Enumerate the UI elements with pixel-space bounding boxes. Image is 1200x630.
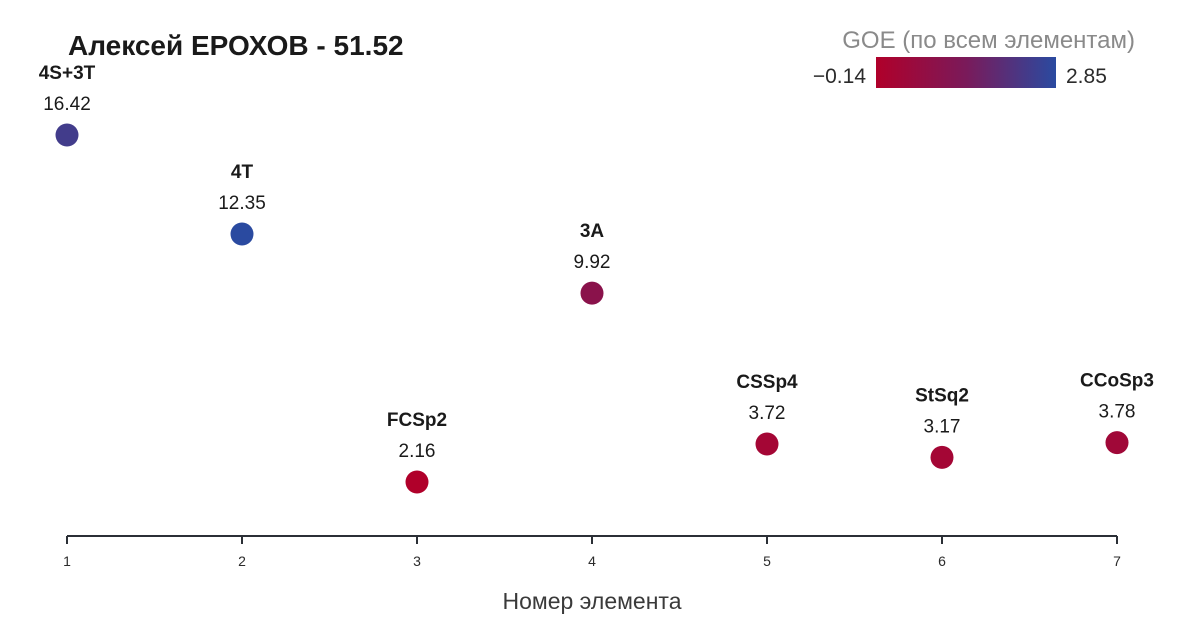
data-points: 4S+3T 16.42 4T 12.35 FCSp2 2.16 3A 9.92 CSSp4 3.7… [39,63,1154,494]
data-point[interactable] [230,222,254,246]
data-point[interactable] [1105,431,1129,455]
colorbar-legend: GOE (по всем элементам) −0.14 2.85 [813,27,1135,88]
point-element-label: StSq2 [915,385,969,406]
x-tick-label: 1 [63,553,71,569]
point-element-label: 4T [231,162,254,183]
colorbar-title: GOE (по всем элементам) [842,27,1135,54]
data-point[interactable] [930,445,954,469]
x-tick-label: 7 [1113,553,1121,569]
chart-title: Алексей ЕРОХОВ - 51.52 [68,30,404,61]
x-tick-label: 5 [763,553,771,569]
point-element-label: FCSp2 [387,410,447,431]
point-element-label: 4S+3T [39,63,96,84]
point-value-label: 3.17 [924,416,961,437]
point-value-label: 16.42 [43,94,91,115]
x-tick-label: 2 [238,553,246,569]
x-tick-label: 6 [938,553,946,569]
colorbar-min-label: −0.14 [813,65,866,88]
point-value-label: 3.78 [1099,402,1136,423]
point-value-label: 9.92 [574,252,611,273]
colorbar-gradient [876,57,1056,88]
data-point[interactable] [580,281,604,305]
colorbar-max-label: 2.85 [1066,65,1107,88]
point-value-label: 12.35 [218,193,266,214]
data-point[interactable] [405,470,429,494]
point-element-label: CCoSp3 [1080,371,1154,392]
x-tick-label: 4 [588,553,596,569]
data-point[interactable] [55,123,79,147]
point-element-label: CSSp4 [736,372,798,393]
x-tick-label: 3 [413,553,421,569]
point-value-label: 2.16 [399,441,436,462]
point-value-label: 3.72 [749,403,786,424]
x-axis-label: Номер элемента [502,588,681,614]
point-element-label: 3A [580,221,605,242]
data-point[interactable] [755,432,779,456]
x-axis-ticks: 1 2 3 4 5 6 7 [63,536,1121,569]
